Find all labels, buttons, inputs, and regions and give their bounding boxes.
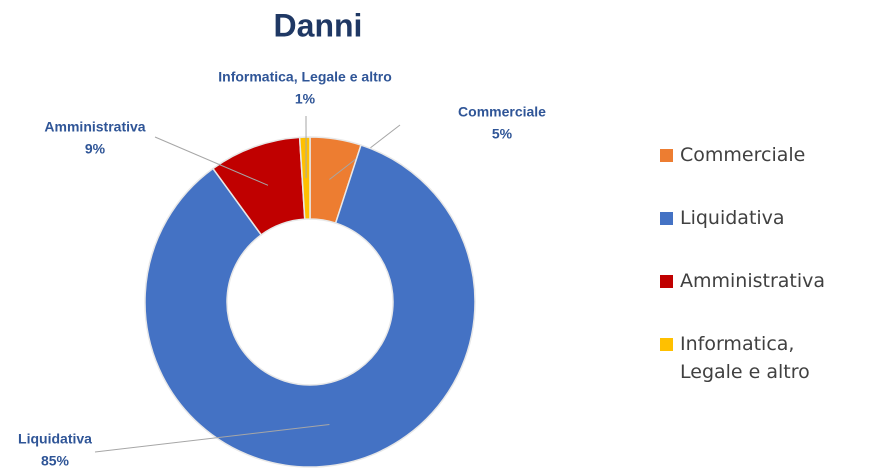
legend-item: Liquidativa <box>660 204 860 232</box>
legend-label: Commerciale <box>680 144 806 166</box>
legend-item: Amministrativa <box>660 267 860 295</box>
chart-title: Danni <box>274 7 363 43</box>
legend-swatch <box>660 338 673 351</box>
data-label-name: Amministrativa <box>44 119 145 135</box>
data-label-value: 1% <box>295 91 316 107</box>
data-label-name: Informatica, Legale e altro <box>218 69 392 85</box>
legend-swatch <box>660 212 673 225</box>
data-label-name: Liquidativa <box>18 431 92 447</box>
data-label-value: 85% <box>41 453 70 469</box>
donut-slice <box>144 144 476 468</box>
legend-swatch <box>660 275 673 288</box>
legend-swatch <box>660 149 673 162</box>
leader-line <box>154 136 269 186</box>
data-label-value: 9% <box>85 141 106 157</box>
data-label-value: 5% <box>492 126 513 142</box>
data-label-name: Commerciale <box>458 104 546 120</box>
legend-label: Amministrativa <box>680 270 826 292</box>
legend-label: Informatica, Legale e altro <box>680 333 810 383</box>
donut-slice <box>298 136 311 220</box>
leader-line <box>94 423 330 453</box>
legend-label: Liquidativa <box>680 207 785 229</box>
legend-item: Commerciale <box>660 141 860 169</box>
legend-item: Informatica, Legale e altro <box>660 330 860 386</box>
